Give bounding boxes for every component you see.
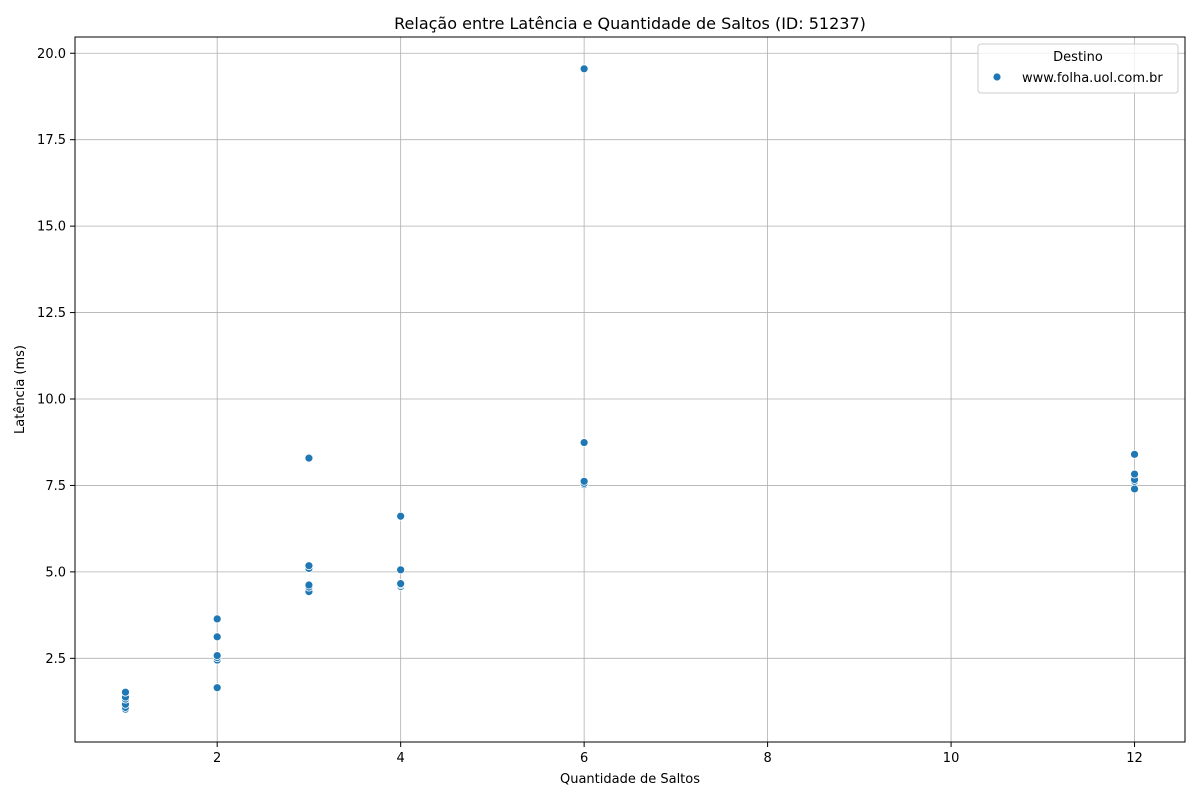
x-tick-label: 2: [213, 751, 221, 766]
x-axis-label: Quantidade de Saltos: [560, 772, 700, 787]
data-point: [212, 614, 222, 624]
data-point: [396, 579, 406, 589]
y-axis-label: Latência (ms): [13, 345, 28, 434]
data-point: [304, 580, 314, 590]
legend-marker: [992, 72, 1002, 82]
data-point: [212, 632, 222, 642]
data-point: [396, 565, 406, 575]
data-point: [304, 561, 314, 571]
x-tick-label: 10: [943, 751, 960, 766]
data-point: [212, 651, 222, 660]
y-tick-label: 5.0: [45, 565, 66, 580]
legend-box: [977, 43, 1179, 94]
data-point: [1130, 484, 1139, 494]
data-point: [579, 476, 589, 486]
data-point: [1130, 449, 1139, 459]
y-axis-ticks: 2.5 5.0 7.5 10.0 12.5 15.0 17.5 20.0: [37, 47, 75, 667]
data-point: [1130, 469, 1139, 479]
y-tick-label: 17.5: [37, 133, 66, 148]
legend: Destino www.folha.uol.com.br: [977, 43, 1179, 94]
x-tick-label: 12: [1126, 751, 1143, 766]
plot-frame: [74, 36, 1186, 743]
data-point: [579, 438, 589, 447]
legend-title: Destino: [1053, 50, 1103, 65]
x-axis-ticks: 2 4 6 8 10 12: [213, 742, 1143, 766]
data-points: [121, 64, 1139, 714]
legend-label: www.folha.uol.com.br: [1022, 71, 1163, 86]
y-tick-label: 2.5: [45, 652, 66, 667]
data-point: [121, 687, 130, 697]
data-point: [212, 683, 222, 693]
data-point: [579, 64, 589, 74]
y-tick-label: 7.5: [45, 479, 66, 494]
y-tick-label: 15.0: [37, 220, 66, 235]
chart-title: Relação entre Latência e Quantidade de S…: [394, 14, 866, 33]
data-point: [396, 511, 406, 521]
x-tick-label: 4: [397, 751, 405, 766]
y-tick-label: 12.5: [37, 306, 66, 321]
y-tick-label: 10.0: [37, 393, 66, 408]
x-tick-label: 6: [580, 751, 588, 766]
y-tick-label: 20.0: [37, 47, 66, 62]
x-tick-label: 8: [763, 751, 771, 766]
data-point: [304, 453, 314, 463]
